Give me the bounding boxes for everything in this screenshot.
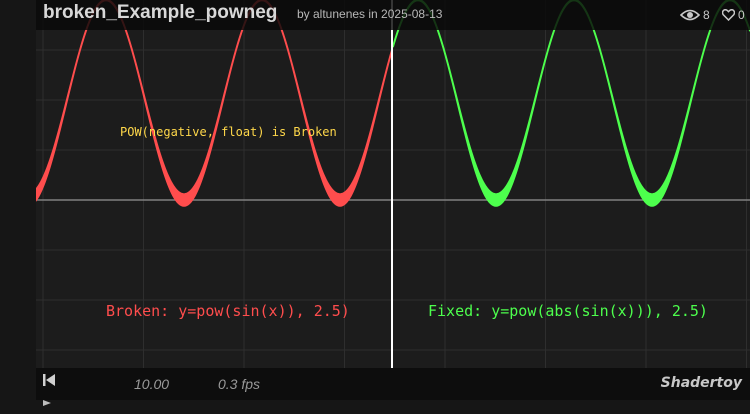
fixed-label: Fixed: y=pow(abs(sin(x))), 2.5) <box>428 302 708 320</box>
fixed-curve <box>392 0 750 207</box>
shadertoy-logo[interactable]: Shadertoy <box>660 375 742 391</box>
eye-icon <box>680 9 700 21</box>
title-bar: broken_Example_powneg by altunenes in 20… <box>36 0 750 30</box>
shader-meta: by altunenes in 2025-08-13 <box>297 7 443 21</box>
shader-viewer[interactable]: POW(negative, float) is Broken Broken: y… <box>36 0 750 368</box>
notice-text: POW(negative, float) is Broken <box>120 125 337 139</box>
left-gutter <box>0 0 36 414</box>
time-readout: 10.00 <box>134 376 170 392</box>
shader-title[interactable]: broken_Example_powneg <box>43 2 278 23</box>
views-counter: 8 <box>680 7 710 23</box>
control-bar: 10.00 0.3 fps Shadertoy <box>36 368 750 400</box>
likes-counter[interactable]: 0 <box>722 7 745 23</box>
broken-curve <box>36 0 393 207</box>
bottom-strip <box>36 400 750 414</box>
likes-count: 0 <box>738 8 745 22</box>
heart-icon[interactable] <box>722 9 735 21</box>
shader-canvas[interactable]: POW(negative, float) is Broken Broken: y… <box>36 0 750 368</box>
play-icon[interactable] <box>43 400 51 406</box>
rewind-icon[interactable] <box>42 373 56 387</box>
fps-readout: 0.3 fps <box>218 376 261 392</box>
broken-label: Broken: y=pow(sin(x)), 2.5) <box>106 302 350 320</box>
views-count: 8 <box>703 8 710 22</box>
